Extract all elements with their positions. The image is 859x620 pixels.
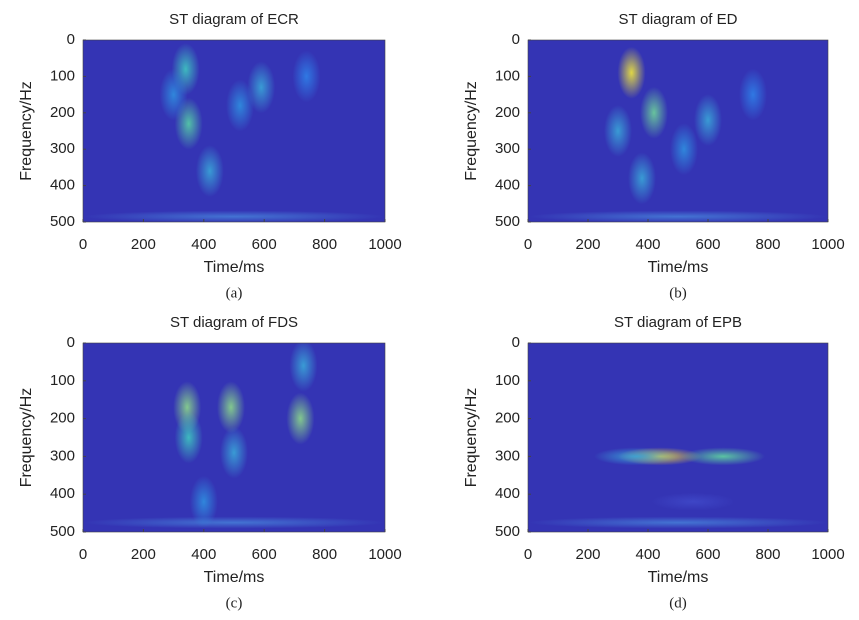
heatmap bbox=[528, 447, 828, 529]
y-tick-label: 300 bbox=[50, 140, 75, 157]
x-axis-label: Time/ms bbox=[648, 259, 709, 276]
y-tick-label: 100 bbox=[50, 372, 75, 389]
y-tick-label: 200 bbox=[50, 104, 75, 121]
x-tick-label: 400 bbox=[191, 546, 216, 563]
x-tick-label: 800 bbox=[312, 236, 337, 253]
y-tick-label: 400 bbox=[495, 485, 520, 502]
y-tick-label: 400 bbox=[50, 485, 75, 502]
x-tick-label: 400 bbox=[635, 236, 660, 253]
hotspot bbox=[604, 105, 632, 157]
noise-band bbox=[83, 210, 385, 222]
y-tick-label: 400 bbox=[495, 177, 520, 194]
x-tick-label: 800 bbox=[312, 546, 337, 563]
hotspot bbox=[226, 79, 255, 132]
y-tick-label: 200 bbox=[495, 104, 520, 121]
plot-frame bbox=[82, 342, 386, 533]
y-tick-label: 500 bbox=[495, 213, 520, 230]
x-tick-label: 0 bbox=[79, 546, 87, 563]
x-tick-label: 800 bbox=[755, 546, 780, 563]
x-tick-label: 600 bbox=[695, 236, 720, 253]
x-tick-label: 1000 bbox=[811, 546, 844, 563]
hotspot bbox=[739, 68, 767, 121]
hotspot bbox=[189, 475, 218, 528]
x-tick-label: 600 bbox=[252, 546, 277, 563]
x-axis-label: Time/ms bbox=[204, 569, 265, 586]
y-tick-label: 300 bbox=[495, 447, 520, 464]
x-tick-label: 200 bbox=[575, 546, 600, 563]
x-tick-label: 200 bbox=[131, 236, 156, 253]
x-axis-label: Time/ms bbox=[204, 259, 265, 276]
hotspot bbox=[670, 123, 698, 176]
y-tick-label: 300 bbox=[495, 140, 520, 157]
y-tick-label: 0 bbox=[512, 31, 520, 48]
hotspot bbox=[640, 86, 668, 139]
y-tick-label: 100 bbox=[495, 67, 520, 84]
x-tick-label: 1000 bbox=[368, 236, 401, 253]
chart-title: ST diagram of ECR bbox=[169, 11, 299, 28]
hotspot bbox=[216, 381, 245, 434]
y-tick-label: 0 bbox=[67, 334, 75, 351]
hotspot bbox=[286, 392, 315, 445]
y-tick-label: 200 bbox=[50, 410, 75, 427]
x-tick-label: 400 bbox=[191, 236, 216, 253]
heatmap bbox=[83, 43, 385, 222]
panel-caption: (d) bbox=[669, 595, 687, 611]
y-tick-label: 200 bbox=[495, 410, 520, 427]
y-tick-label: 500 bbox=[50, 213, 75, 230]
x-tick-label: 600 bbox=[695, 546, 720, 563]
x-tick-label: 200 bbox=[131, 546, 156, 563]
hotspot bbox=[594, 447, 678, 466]
noise-band bbox=[83, 516, 385, 529]
x-axis-label: Time/ms bbox=[648, 569, 709, 586]
heatmap bbox=[83, 343, 385, 529]
plot-frame bbox=[82, 39, 386, 223]
y-axis-label: Frequency/Hz bbox=[18, 81, 35, 181]
hotspot bbox=[195, 145, 224, 198]
hotspot bbox=[694, 94, 722, 147]
x-tick-label: 600 bbox=[252, 236, 277, 253]
y-tick-label: 0 bbox=[67, 31, 75, 48]
plot-frame bbox=[527, 342, 829, 533]
y-axis-label: Frequency/Hz bbox=[463, 388, 480, 488]
noise-band bbox=[528, 210, 828, 222]
hotspot bbox=[628, 152, 656, 205]
hotspot bbox=[681, 447, 765, 466]
y-axis-label: Frequency/Hz bbox=[18, 388, 35, 488]
panel-caption: (c) bbox=[226, 595, 243, 611]
chart-title: ST diagram of ED bbox=[619, 11, 738, 28]
x-tick-label: 0 bbox=[524, 546, 532, 563]
hotspot bbox=[617, 46, 646, 99]
hotspot bbox=[289, 343, 318, 392]
y-tick-label: 500 bbox=[495, 523, 520, 540]
x-tick-label: 1000 bbox=[811, 236, 844, 253]
y-tick-label: 0 bbox=[512, 334, 520, 351]
x-tick-label: 0 bbox=[524, 236, 532, 253]
x-tick-label: 800 bbox=[755, 236, 780, 253]
x-tick-label: 400 bbox=[635, 546, 660, 563]
plot-frame bbox=[527, 39, 829, 223]
plot-background bbox=[83, 40, 385, 222]
y-tick-label: 100 bbox=[495, 372, 520, 389]
hotspot bbox=[247, 61, 276, 114]
panel-caption: (a) bbox=[226, 285, 243, 301]
chart-title: ST diagram of EPB bbox=[614, 314, 742, 331]
y-tick-label: 500 bbox=[50, 523, 75, 540]
hotspot bbox=[220, 426, 248, 479]
panel-caption: (b) bbox=[669, 285, 687, 301]
y-tick-label: 300 bbox=[50, 447, 75, 464]
x-tick-label: 1000 bbox=[368, 546, 401, 563]
heatmap bbox=[528, 46, 828, 222]
chart-title: ST diagram of FDS bbox=[170, 314, 298, 331]
hotspot bbox=[651, 492, 735, 511]
noise-band bbox=[528, 516, 828, 529]
y-tick-label: 400 bbox=[50, 177, 75, 194]
y-tick-label: 100 bbox=[50, 67, 75, 84]
hotspot bbox=[292, 50, 321, 103]
x-tick-label: 200 bbox=[575, 236, 600, 253]
y-axis-label: Frequency/Hz bbox=[463, 81, 480, 181]
hotspot bbox=[174, 411, 203, 464]
x-tick-label: 0 bbox=[79, 236, 87, 253]
hotspot bbox=[159, 68, 188, 121]
